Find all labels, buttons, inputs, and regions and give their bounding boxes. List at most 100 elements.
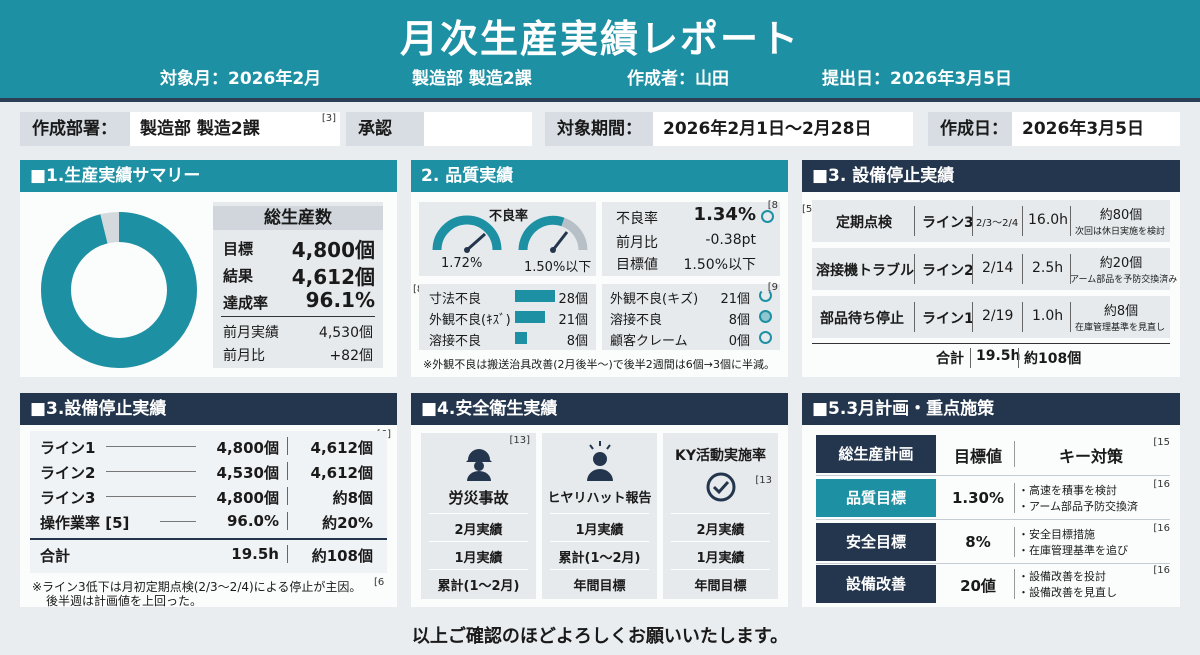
plan-head-measures: キー対策 [1058, 447, 1123, 466]
column-divider [1022, 302, 1023, 332]
card-row: 2月実績 [696, 523, 745, 538]
rate-value: 96.1% [305, 288, 375, 312]
safety-card: [13] 労災事故 2月実績 1月実績 累計(1〜2月) [421, 433, 536, 599]
card-divider [671, 541, 770, 542]
detail-value: 8個 [728, 313, 750, 328]
column-divider [1014, 527, 1015, 557]
safety-panel: ■4.安全衛生実績 [13] 労災事故 2月実績 1月実績 累計(1〜2月) ヒ… [411, 393, 788, 607]
detail-label: 溶接不良 [610, 313, 663, 328]
summary-panel: ■1.生産実績サマリー 総生産数 目標 4,800個 結果 4,612個 達成率… [20, 160, 397, 377]
downtime-title: ■3. 設備停止実績 [802, 160, 1180, 192]
column-divider [914, 302, 915, 332]
plan-row-label[interactable]: 設備改善 [816, 565, 936, 603]
downtime-line: ライン3 [922, 215, 974, 231]
column-divider [287, 462, 288, 480]
plan-row-label[interactable]: 品質目標 [816, 479, 936, 517]
approve-field[interactable] [424, 112, 532, 146]
submit-date: 提出日：2026年3月5日 [822, 69, 1012, 89]
plan-row-value: 8% [965, 533, 991, 551]
mom-value: +82個 [329, 348, 373, 364]
downtime-row: 部品待ち停止 ライン1 2/19 1.0h 約8個 在庫管理基準を見直し [812, 296, 1170, 338]
downtime-note: 次回は休日実施を検討 [1074, 227, 1165, 237]
dept-ref: [3] [321, 113, 336, 124]
defect-rate-label: 不良率 [616, 211, 658, 227]
dept-value[interactable]: 製造部 製造2課 [3] [130, 112, 340, 146]
card-divider [429, 569, 528, 570]
card-ref: [13 [755, 475, 772, 486]
equipment-total-label: 合計 [40, 547, 71, 565]
column-divider [1022, 206, 1023, 236]
quality-note: ※外観不良は搬送治具改善(2月後半〜)で後半2週間は6個→3個に半減。 [423, 358, 776, 371]
downtime-note: アーム部品を予防交換済み [1070, 275, 1178, 285]
rate-label: 達成率 [223, 294, 269, 312]
line-actual: 約8個 [332, 489, 373, 507]
plan-row-item: ・アーム部品予防交換済 [1018, 500, 1139, 513]
equipment-title: ■3.設備停止実績 [20, 393, 397, 425]
gauge-title: 不良率 [489, 209, 529, 224]
dept-label: 作成部署： [20, 112, 130, 146]
column-divider [1014, 441, 1015, 467]
defect-label: 寸法不良 [429, 292, 482, 307]
safety-title: ■4.安全衛生実績 [411, 393, 788, 425]
plan-head-ref: [15 [1153, 437, 1170, 448]
line-plan: 4,800個 [216, 489, 279, 507]
gauge-box: 不良率 1.72% 1.50%以下 [419, 202, 596, 276]
column-divider [1014, 483, 1015, 513]
circle-indicator-icon [761, 210, 774, 223]
prev-value: 4,530個 [318, 325, 373, 341]
defect-count: 8個 [566, 334, 588, 349]
card-title: KY活動実施率 [675, 448, 766, 464]
plan-row-label[interactable]: 安全目標 [816, 523, 936, 561]
target-rate-value: 1.50%以下 [683, 257, 756, 273]
downtime-total-loss: 約108個 [1024, 351, 1082, 367]
card-title: ヒヤリハット報告 [547, 491, 652, 506]
circle-indicator-icon [759, 331, 772, 344]
card-row: 1月実績 [575, 523, 624, 538]
period-value[interactable]: 2026年2月1日〜2月28日 [653, 112, 913, 146]
plan-title: ■5.3月計画・重点施策 [802, 393, 1180, 425]
column-divider [1070, 302, 1071, 332]
card-divider [671, 569, 770, 570]
defect-rate-value: 1.34% [693, 204, 756, 225]
gauge-actual-value: 1.72% [441, 256, 483, 271]
dept-value-text: 製造部 製造2課 [140, 119, 260, 139]
worker-helmet-icon [466, 449, 492, 481]
report-title: 月次生産実績レポート [399, 17, 800, 61]
leader-line [160, 521, 196, 522]
downtime-loss: 約80個 [1099, 208, 1143, 223]
gauge-target-icon [518, 215, 588, 253]
detail-value: 21個 [720, 292, 750, 307]
target-value: 4,800個 [291, 238, 375, 262]
approve-label: 承認 [346, 112, 424, 146]
partial-circle-icon [759, 289, 772, 302]
downtime-total-hours: 19.5h [976, 348, 1021, 364]
downtime-note: 在庫管理基準を見直し [1074, 323, 1165, 333]
result-label: 結果 [223, 267, 254, 285]
created-value[interactable]: 2026年3月5日 [1012, 112, 1180, 146]
card-row: 1月実績 [696, 551, 745, 566]
leader-line [106, 496, 196, 497]
column-divider [1014, 569, 1015, 599]
equipment-table: ライン1 4,800個 4,612個 ライン2 4,530個 4,612個 ライ… [30, 431, 387, 573]
achievement-donut [41, 212, 197, 368]
downtime-total-label: 合計 [936, 351, 964, 367]
column-divider [972, 302, 973, 332]
equipment-total-loss: 約108個 [311, 547, 373, 565]
downtime-date: 2/19 [982, 308, 1014, 324]
plan-panel: ■5.3月計画・重点施策 総生産計画 目標値 キー対策 [15 品質目標 1.3… [802, 393, 1180, 607]
downtime-total-divider [812, 343, 1170, 344]
quality-panel: 2. 品質実績 不良率 1.72% 1.50%以下 不良率 1.34% 前月比 … [411, 160, 788, 377]
column-divider [287, 437, 288, 455]
equipment-note-ref: [6 [374, 577, 385, 588]
line-plan: 4,800個 [216, 439, 279, 457]
author: 作成者：山田 [627, 69, 729, 89]
card-row: 年間目標 [694, 579, 747, 594]
downtime-loss: 約20個 [1099, 256, 1143, 271]
equipment-total-hours: 19.5h [231, 545, 279, 563]
card-divider [550, 569, 649, 570]
equipment-total-divider [30, 538, 387, 540]
line-actual: 約20% [322, 514, 373, 532]
result-value: 4,612個 [291, 265, 375, 289]
card-divider [429, 541, 528, 542]
checkmark-circle-icon [706, 472, 736, 502]
